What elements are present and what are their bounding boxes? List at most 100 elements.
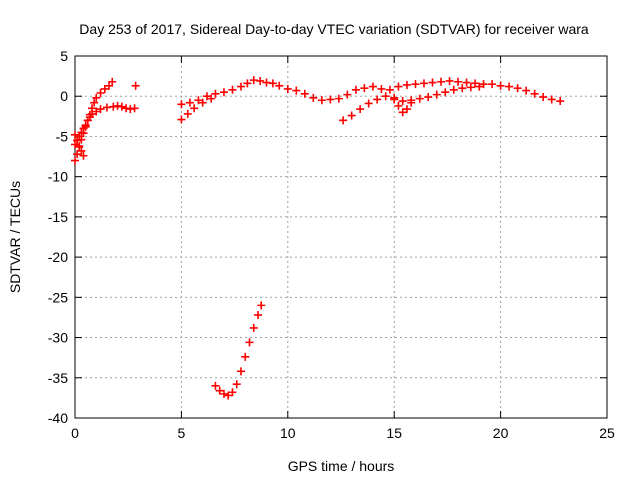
- data-point: [73, 136, 82, 145]
- data-point: [117, 102, 126, 111]
- data-point: [479, 80, 488, 89]
- data-point: [92, 107, 101, 116]
- data-point: [368, 82, 377, 91]
- data-point: [488, 80, 497, 89]
- data-point: [377, 84, 386, 93]
- data-point: [96, 89, 105, 98]
- data-point: [419, 79, 428, 88]
- series-seg-midday: [177, 76, 565, 109]
- plot-frame: [74, 55, 608, 419]
- data-point: [71, 156, 79, 165]
- data-point: [211, 381, 220, 390]
- data-point: [75, 142, 84, 151]
- data-point: [256, 76, 265, 85]
- data-point: [454, 77, 463, 86]
- x-tick-label: 15: [386, 425, 402, 441]
- data-point: [432, 90, 441, 99]
- data-point: [254, 311, 263, 320]
- data-point: [183, 109, 192, 118]
- data-point: [505, 82, 514, 91]
- data-point: [437, 77, 446, 86]
- data-point: [219, 389, 228, 398]
- data-point: [441, 88, 450, 97]
- data-point: [92, 93, 101, 102]
- data-point: [243, 79, 252, 88]
- y-tick-label: -40: [48, 410, 68, 426]
- data-point: [177, 115, 186, 124]
- data-points: [71, 76, 565, 400]
- data-point: [407, 98, 416, 107]
- data-point: [77, 128, 86, 137]
- y-tick-label: -35: [48, 370, 68, 386]
- data-point: [466, 83, 475, 92]
- data-point: [249, 323, 258, 332]
- data-point: [309, 93, 318, 102]
- data-point: [530, 89, 539, 98]
- chart-title: Day 253 of 2017, Sidereal Day-to-day VTE…: [79, 21, 589, 37]
- data-point: [283, 84, 292, 93]
- data-point: [300, 89, 309, 98]
- data-point: [177, 100, 186, 109]
- data-point: [317, 96, 326, 105]
- data-point: [102, 103, 111, 112]
- data-point: [249, 76, 258, 85]
- data-point: [100, 84, 109, 93]
- data-point: [347, 111, 356, 120]
- data-point: [471, 79, 480, 88]
- data-point: [257, 301, 266, 310]
- data-point: [241, 352, 250, 361]
- data-point: [428, 78, 437, 87]
- data-point: [326, 95, 335, 104]
- x-tick-label: 5: [178, 425, 186, 441]
- y-tick-label: -5: [56, 128, 69, 144]
- data-point: [449, 85, 458, 94]
- data-point: [556, 97, 565, 106]
- series-seg-midday-lower: [177, 94, 216, 124]
- data-point: [198, 98, 207, 107]
- data-point: [398, 108, 407, 117]
- data-point: [79, 151, 88, 160]
- data-point: [364, 99, 373, 108]
- series-seg-deep-dip: [211, 301, 266, 400]
- series-seg-isolated: [131, 81, 140, 90]
- grid: [75, 56, 607, 418]
- data-point: [394, 82, 403, 91]
- y-tick-label: 5: [60, 48, 68, 64]
- data-point: [228, 388, 237, 397]
- data-point: [185, 98, 194, 107]
- data-point: [262, 78, 271, 87]
- data-point: [292, 86, 301, 95]
- axis-ticks: 0 5 10 15 20 25 5 0 -5 -10 -15 -20 -25 -30 -35 -40: [48, 48, 615, 441]
- data-point: [390, 95, 399, 104]
- data-point: [130, 104, 139, 113]
- data-point: [228, 85, 237, 94]
- data-point: [343, 90, 352, 99]
- series-seg-early-band: [71, 101, 139, 149]
- series-seg-late-lower: [339, 82, 484, 125]
- data-point: [73, 150, 82, 159]
- data-point: [113, 101, 122, 110]
- data-point: [190, 104, 199, 113]
- data-point: [219, 88, 228, 97]
- data-point: [88, 109, 97, 118]
- data-point: [539, 93, 548, 102]
- data-point: [108, 77, 117, 86]
- data-point: [126, 105, 135, 114]
- data-point: [224, 391, 233, 400]
- y-tick-label: -20: [48, 249, 68, 265]
- data-point: [462, 78, 471, 87]
- data-point: [77, 146, 86, 155]
- y-tick-label: -30: [48, 330, 68, 346]
- data-point: [373, 95, 382, 104]
- data-point: [90, 98, 99, 107]
- data-point: [211, 89, 220, 98]
- data-point: [513, 84, 522, 93]
- data-point: [105, 81, 114, 90]
- data-point: [245, 338, 254, 347]
- data-point: [547, 95, 556, 104]
- data-point: [194, 96, 203, 105]
- data-point: [394, 101, 403, 110]
- y-tick-label: -25: [48, 289, 68, 305]
- data-point: [215, 386, 224, 395]
- y-tick-label: -10: [48, 169, 68, 185]
